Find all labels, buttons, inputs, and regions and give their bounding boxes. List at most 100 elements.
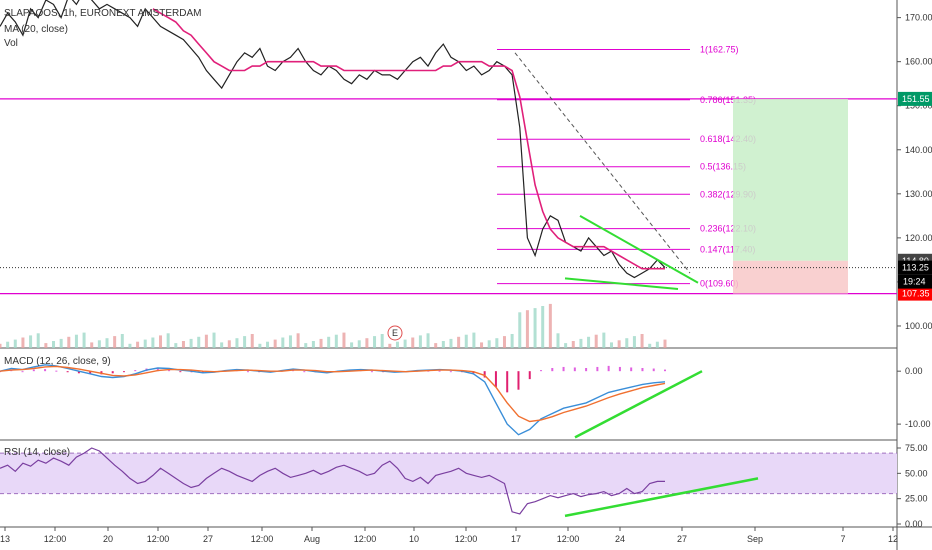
volume-bar bbox=[166, 333, 170, 348]
volume-bar bbox=[449, 338, 453, 348]
macd-histogram-bar bbox=[652, 368, 655, 372]
volume-bar bbox=[220, 342, 224, 348]
volume-bar bbox=[625, 338, 629, 348]
macd-histogram-bar bbox=[89, 371, 92, 374]
volume-bar bbox=[105, 338, 109, 348]
fib-level-label: 0.382(129.90) bbox=[700, 189, 756, 199]
volume-bar bbox=[13, 339, 17, 348]
price-line bbox=[0, 0, 666, 279]
risk-zone-box bbox=[733, 260, 848, 294]
volume-bar bbox=[159, 335, 163, 348]
volume-bar bbox=[480, 342, 484, 348]
volume-bar bbox=[663, 339, 667, 348]
macd-histogram-bar bbox=[494, 371, 497, 388]
macd-histogram-bar bbox=[517, 371, 520, 390]
x-tick-label: 24 bbox=[615, 534, 625, 544]
time-tag-box bbox=[898, 274, 932, 289]
volume-bar bbox=[281, 337, 285, 348]
price-tag-label: 107.35 bbox=[902, 289, 930, 299]
volume-bar bbox=[29, 335, 33, 348]
volume-bar bbox=[128, 343, 132, 348]
macd-histogram-bar bbox=[201, 371, 204, 373]
macd-histogram-bar bbox=[303, 371, 306, 373]
volume-bar bbox=[617, 340, 621, 348]
macd-histogram-bar bbox=[562, 366, 565, 372]
macd-divergence-line bbox=[574, 370, 703, 439]
macd-signal-line bbox=[0, 365, 666, 423]
x-tick-label: 12:00 bbox=[354, 534, 377, 544]
x-tick-label: 12:00 bbox=[251, 534, 274, 544]
volume-bar bbox=[311, 341, 315, 348]
legend-title: SLAPAOOS, 1h, EURONEXT AMSTERDAM bbox=[4, 8, 201, 20]
volume-bar bbox=[44, 343, 48, 348]
macd-histogram-bar bbox=[44, 369, 47, 372]
volume-bar bbox=[571, 341, 575, 348]
symbol-title: SLAPAOOS, 1h, EURONEXT AMSTERDAM bbox=[4, 8, 202, 19]
volume-bar bbox=[411, 337, 415, 348]
volume-bar bbox=[36, 333, 40, 348]
rsi-y-tick-label: 25.00 bbox=[905, 494, 928, 504]
x-tick-label: 17 bbox=[511, 534, 521, 544]
macd-histogram-bar bbox=[540, 370, 543, 372]
volume-bar bbox=[502, 336, 506, 348]
legend-vol: Vol bbox=[4, 38, 18, 50]
volume-bar bbox=[350, 342, 354, 348]
volume-bar bbox=[518, 312, 522, 348]
volume-bar bbox=[541, 306, 545, 348]
price-tag-box bbox=[898, 260, 932, 275]
macd-histogram-bar bbox=[506, 371, 509, 393]
macd-histogram-bar bbox=[607, 365, 610, 372]
earnings-marker-label: E bbox=[392, 328, 398, 338]
macd-histogram-bar bbox=[573, 367, 576, 372]
macd-histogram-bar bbox=[585, 368, 588, 372]
volume-bar bbox=[533, 308, 537, 348]
volume-bar bbox=[74, 334, 78, 348]
macd-histogram-bar bbox=[528, 371, 531, 380]
volume-bar bbox=[556, 333, 560, 348]
x-tick-label: 12:00 bbox=[557, 534, 580, 544]
macd-histogram-bar bbox=[630, 367, 633, 372]
diagonal-trend-line bbox=[514, 52, 691, 274]
volume-bar bbox=[0, 343, 2, 348]
volume-bar bbox=[151, 337, 155, 348]
rsi-y-tick-label: 75.00 bbox=[905, 443, 928, 453]
volume-bar bbox=[472, 332, 476, 348]
price-tag-box bbox=[898, 91, 932, 106]
volume-bar bbox=[434, 343, 438, 348]
macd-histogram-bar bbox=[370, 371, 373, 373]
volume-bar bbox=[288, 335, 292, 348]
volume-bar bbox=[548, 303, 552, 348]
macd-y-tick-label: -10.00 bbox=[905, 419, 931, 429]
fib-level-label: 0(109.60) bbox=[700, 279, 739, 289]
volume-bar bbox=[319, 338, 323, 348]
volume-bar bbox=[67, 336, 71, 348]
volume-bar bbox=[90, 342, 94, 348]
macd-histogram-bar bbox=[66, 371, 69, 373]
main-y-tick-label: 140.00 bbox=[905, 145, 932, 155]
x-tick-label: Sep bbox=[747, 534, 763, 544]
volume-bar bbox=[120, 334, 124, 348]
macd-label: MACD (12, 26, close, 9) bbox=[4, 356, 111, 367]
volume-bar bbox=[587, 336, 591, 348]
macd-histogram-bar bbox=[551, 368, 554, 372]
main-y-tick-label: 130.00 bbox=[905, 189, 932, 199]
volume-bar bbox=[426, 333, 430, 348]
volume-bar bbox=[380, 334, 384, 348]
macd-histogram-bar bbox=[641, 368, 644, 372]
volume-bar bbox=[258, 343, 262, 348]
price-tag-label: 113.25 bbox=[902, 263, 929, 273]
volume-bar bbox=[495, 338, 499, 348]
time-tag-label: 19:24 bbox=[903, 277, 926, 287]
fib-level-label: 1(162.75) bbox=[700, 45, 739, 55]
macd-histogram-bar bbox=[156, 368, 159, 372]
volume-bar bbox=[632, 336, 636, 348]
volume-bar bbox=[21, 337, 25, 348]
x-tick-label: 20 bbox=[103, 534, 113, 544]
vol-label: Vol bbox=[4, 38, 18, 49]
volume-bar bbox=[342, 332, 346, 348]
volume-bar bbox=[373, 336, 377, 348]
volume-bar bbox=[403, 339, 407, 348]
volume-bar bbox=[243, 336, 247, 348]
